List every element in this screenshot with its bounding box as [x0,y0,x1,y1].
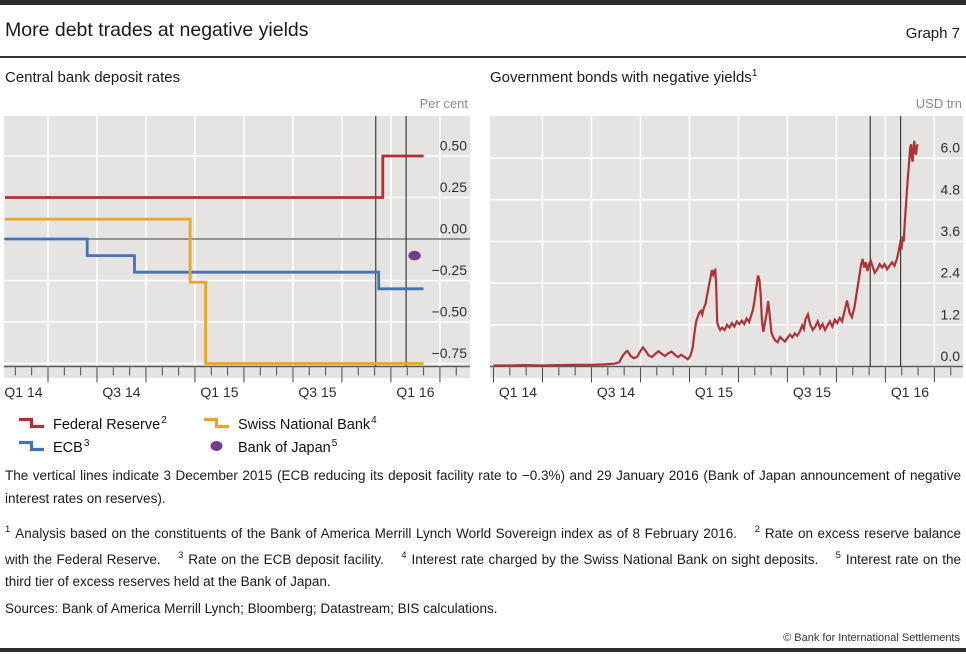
x-tick-label: Q1 14 [4,384,42,400]
footnote-3: 3 Rate on the ECB deposit facility. [177,550,384,567]
page-title: More debt trades at negative yields [5,19,309,41]
y-tick-label: 0.0 [941,348,961,364]
footnote-5: 5 Interest rate on the third tier of exce… [5,550,961,589]
plot-background [4,116,470,378]
series-line-ecb [5,237,424,291]
footnotes: 1 Analysis based on the constituents of t… [5,519,961,594]
graph-number: Graph 7 [905,25,960,42]
right-axis-unit-label: USD trn [915,96,962,111]
legend-step-marker-blue [19,440,44,452]
negative-yield-bonds-chart: 6.0 4.8 3.6 2.4 1.2 0.0 Q1 14 Q3 14 Q1 15 Q3 15 Q1… [490,116,963,400]
series-line-swiss-national-bank [5,217,424,365]
top-rule [0,0,966,5]
x-tick-label: Q3 15 [298,384,336,400]
y-tick-label: 0.00 [440,221,467,237]
y-tick-label: −0.25 [432,262,468,278]
footnote-4: 4 Interest rate charged by the Swiss Nati… [401,550,819,567]
legend-item-federal-reserve: Federal Reserve2 [18,414,167,433]
x-tick-label: Q3 14 [102,384,140,400]
copyright-notice: © Bank for International Settlements [783,632,960,644]
y-tick-label: 3.6 [941,223,961,239]
left-panel-title-text: Central bank deposit rates [5,69,181,86]
series-line-federal-reserve [5,154,424,199]
series-point-bank-of-japan [408,250,421,261]
series-line-government-bonds-trading-at-negative-yields [493,140,919,367]
x-tick-label: Q3 14 [597,384,635,400]
x-tick-label: Q1 15 [200,384,238,400]
footnote-2: 2 Rate on excess reserve balance with the… [5,524,961,567]
right-panel-title-text: Government bonds with negative yields [490,69,752,86]
y-tick-label: 2.4 [941,265,961,281]
legend: Federal Reserve2 ECB3 Swiss National Ban… [0,410,480,464]
y-tick-label: 6.0 [941,140,961,156]
left-panel-title: Central bank deposit rates [5,68,180,86]
y-tick-label: 0.25 [440,179,467,195]
footnote-1: 1 Analysis based on the constituents of t… [5,524,737,541]
y-tick-label: 1.2 [941,306,961,322]
y-tick-label: 0.50 [440,138,467,154]
legend-label: Federal Reserve2 [53,415,167,433]
legend-item-ecb: ECB3 [18,437,90,456]
legend-item-swiss-national-bank: Swiss National Bank4 [203,414,377,433]
legend-step-marker-red [19,417,44,429]
legend-dot-marker-purple [210,441,223,451]
y-tick-label: −0.50 [432,304,468,320]
legend-step-marker-orange [204,417,229,429]
right-panel-title: Government bonds with negative yields1 [490,68,757,86]
x-tick-label: Q1 16 [891,384,929,400]
x-tick-label: Q1 16 [396,384,434,400]
bottom-rule [0,648,966,652]
y-tick-label: 4.8 [941,181,961,197]
x-tick-label: Q3 15 [793,384,831,400]
deposit-rates-chart: 0.50 0.25 0.00 −0.25 −0.50 −0.75 Q1 14 Q3 14 Q1 … [4,116,470,400]
legend-label: Bank of Japan5 [238,438,338,456]
right-panel-title-sup: 1 [751,68,758,79]
legend-item-bank-of-japan: Bank of Japan5 [203,437,338,456]
vertical-lines-note: The vertical lines indicate 3 December 2… [5,468,961,506]
legend-label: ECB3 [53,438,90,456]
sources-line: Sources: Bank of America Merrill Lynch; … [5,601,498,616]
legend-label: Swiss National Bank4 [238,415,377,433]
y-tick-label: −0.75 [432,345,468,361]
header-divider [0,56,966,58]
x-tick-label: Q1 15 [695,384,733,400]
plot-background [490,116,963,378]
x-tick-label: Q1 14 [499,384,537,400]
left-axis-unit-label: Per cent [419,96,468,111]
